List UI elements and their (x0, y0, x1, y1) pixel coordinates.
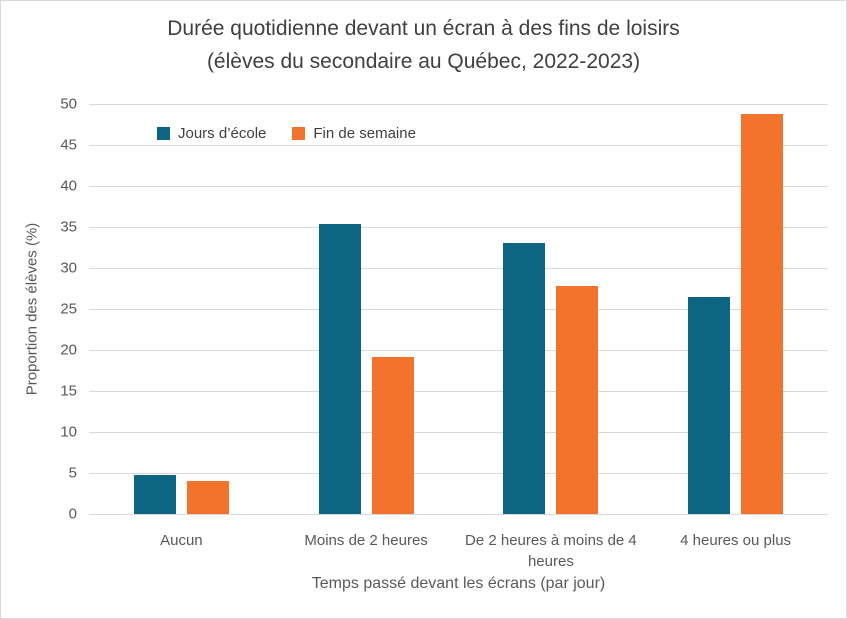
y-tick-label-30: 30 (60, 259, 77, 277)
bar-fin-de-semaine-4-heures-ou-plus (741, 113, 784, 514)
x-axis-title: Temps passé devant les écrans (par jour) (311, 575, 606, 592)
x-tick-label-aucun: Aucun (160, 532, 203, 549)
legend-label-jours-d-ecole: Jours d’école (178, 125, 267, 142)
y-tick-label-0: 0 (68, 505, 77, 523)
gridline-y-35 (89, 226, 828, 228)
bar-fin-de-semaine-moins-de-2-heures (371, 357, 414, 514)
gridline-y-0 (89, 513, 828, 515)
chart-title-line2: (élèves du secondaire au Québec, 2022-20… (206, 50, 641, 73)
y-tick-label-25: 25 (60, 300, 77, 318)
legend-swatch-jours-d-ecole (157, 127, 170, 140)
gridline-y-25 (89, 308, 828, 310)
gridline-y-10 (89, 431, 828, 433)
gridline-y-50 (89, 103, 828, 105)
y-tick-label-20: 20 (60, 341, 77, 359)
plot-area (89, 103, 828, 515)
bar-jours-d-ecole-moins-de-2-heures (318, 223, 361, 514)
bar-fin-de-semaine-aucun (186, 481, 229, 514)
bar-fin-de-semaine-de-2-heures-a-moins-de-4-heures (556, 286, 599, 514)
gridline-y-20 (89, 349, 828, 351)
legend-label-fin-de-semaine: Fin de semaine (313, 125, 416, 142)
y-tick-label-5: 5 (68, 464, 77, 482)
bar-jours-d-ecole-4-heures-ou-plus (688, 296, 731, 514)
gridline-y-30 (89, 267, 828, 269)
bar-jours-d-ecole-de-2-heures-a-moins-de-4-heures (503, 243, 546, 514)
y-tick-label-50: 50 (60, 95, 77, 113)
gridline-y-15 (89, 390, 828, 392)
x-tick-label-4-heures-ou-plus: 4 heures ou plus (680, 532, 792, 549)
chart-title-line1: Durée quotidienne devant un écran à des … (167, 17, 680, 40)
gridline-y-45 (89, 144, 828, 146)
y-tick-label-15: 15 (60, 382, 77, 400)
bar-jours-d-ecole-aucun (133, 474, 176, 514)
gridline-y-5 (89, 472, 828, 474)
y-tick-label-35: 35 (60, 218, 77, 236)
y-tick-label-10: 10 (60, 423, 77, 441)
x-tick-label-moins-de-2-heures: Moins de 2 heures (304, 532, 428, 549)
legend: Jours d’école Fin de semaine (157, 125, 416, 142)
x-tick-label-de-2-heures-a-moins-de-4-heures: De 2 heures à moins de 4 heures (465, 532, 637, 570)
legend-item-fin-de-semaine: Fin de semaine (292, 125, 416, 142)
chart-title: Durée quotidienne devant un écran à des … (1, 12, 846, 78)
y-tick-label-40: 40 (60, 177, 77, 195)
gridline-y-40 (89, 185, 828, 187)
legend-item-jours-d-ecole: Jours d’école (157, 125, 266, 142)
y-tick-label-45: 45 (60, 136, 77, 154)
legend-swatch-fin-de-semaine (292, 127, 306, 140)
